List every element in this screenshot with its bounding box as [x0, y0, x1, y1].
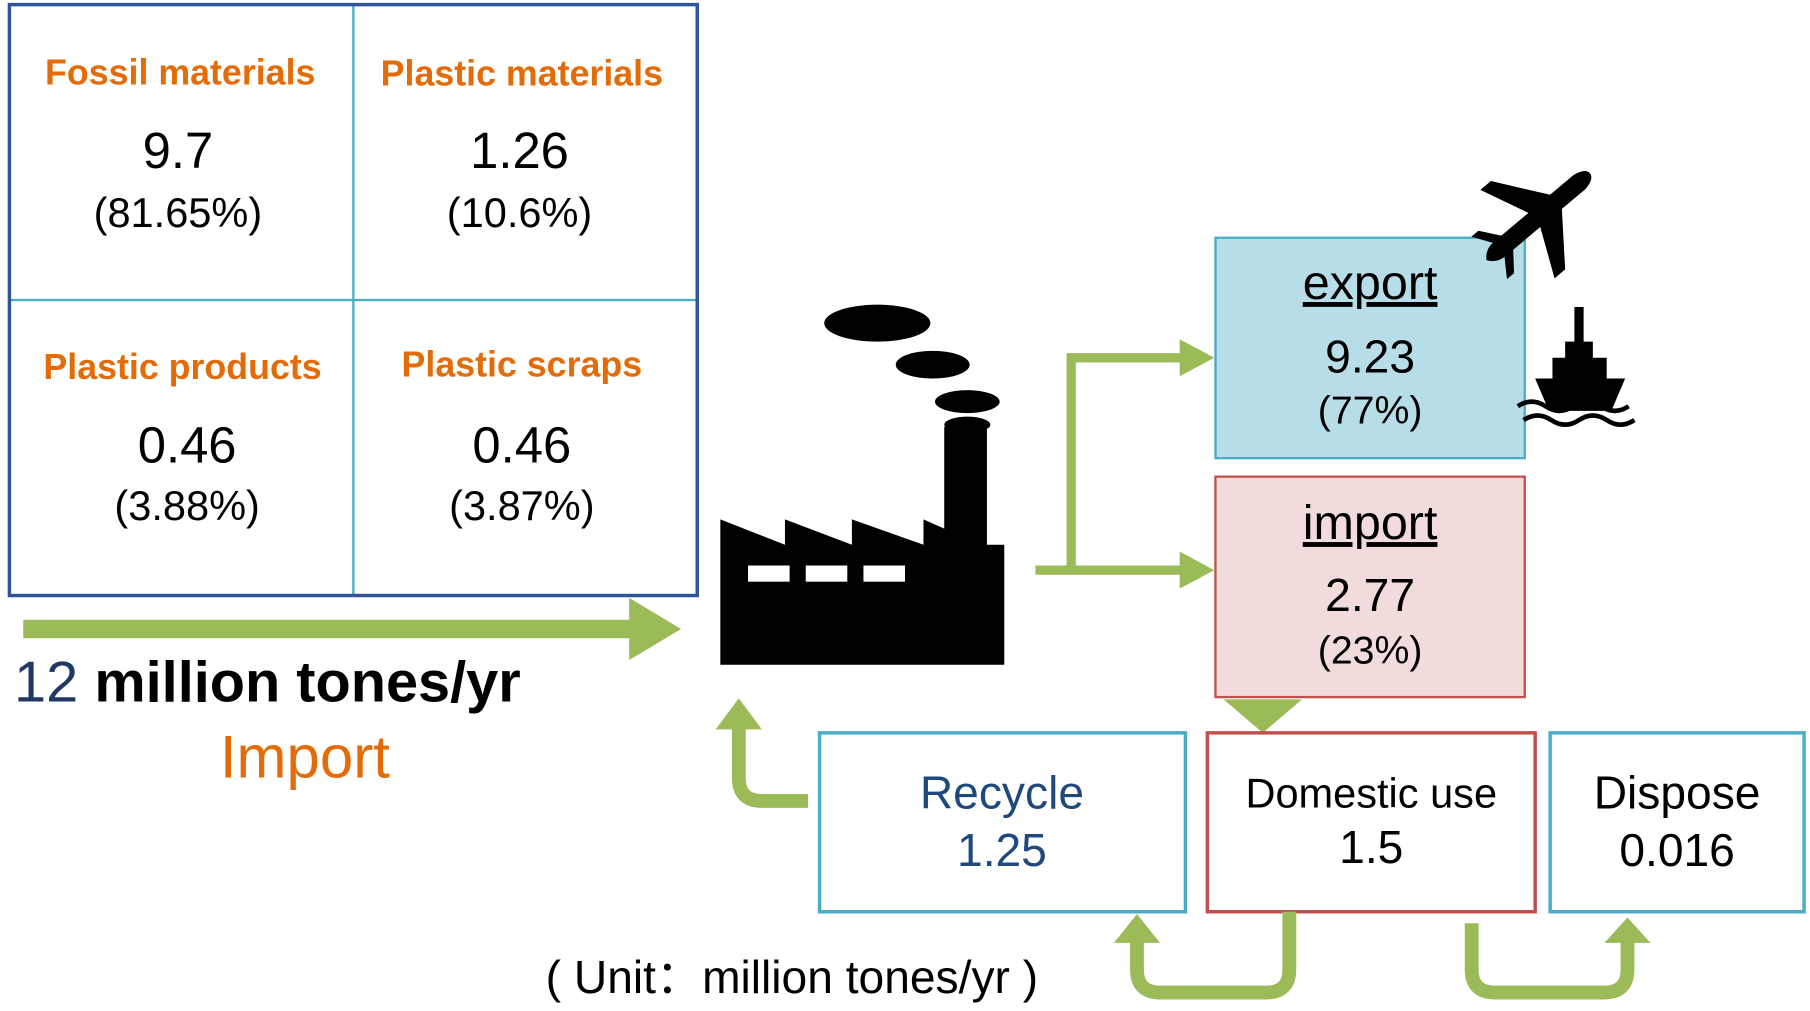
- import-share: (23%): [1318, 629, 1423, 673]
- export-share: (77%): [1318, 389, 1423, 433]
- export-label: export: [1303, 256, 1438, 310]
- dispose-value: 0.016: [1619, 824, 1735, 876]
- total-unit: million tones/yr: [94, 651, 520, 715]
- cell-value: 0.46: [138, 416, 237, 473]
- cell-value: 9.7: [143, 122, 214, 179]
- page: Fossil materials 9.7 (81.65%) Plastic ma…: [0, 0, 1810, 1011]
- cell-label: Plastic scraps: [402, 344, 643, 384]
- arrow-heads: [1180, 339, 1215, 588]
- cell-label: Plastic products: [43, 347, 321, 387]
- cell-share: (81.65%): [94, 189, 263, 236]
- down-arrow: [1224, 699, 1302, 732]
- domestic-label: Domestic use: [1245, 769, 1497, 816]
- cell-value: 0.46: [472, 416, 571, 473]
- split-arrows: [1035, 358, 1183, 570]
- cell-value: 1.26: [470, 122, 569, 179]
- recycle-box: [820, 733, 1186, 912]
- factory-icon: [720, 305, 1004, 665]
- cell-share: (10.6%): [447, 189, 592, 236]
- ship-icon: [1518, 307, 1635, 425]
- cell-label: Plastic materials: [381, 54, 663, 94]
- cell-label: Fossil materials: [45, 52, 315, 92]
- recycle-value: 1.25: [957, 824, 1047, 876]
- domestic-value: 1.5: [1339, 821, 1403, 873]
- dispose-box: [1550, 733, 1804, 912]
- import-box-label: import: [1303, 496, 1438, 550]
- recycle-label: Recycle: [920, 767, 1084, 819]
- import-grid: Fossil materials 9.7 (81.65%) Plastic ma…: [9, 5, 697, 596]
- cell-share: (3.88%): [114, 482, 259, 529]
- diagram: Fossil materials 9.7 (81.65%) Plastic ma…: [0, 0, 1810, 1011]
- export-value: 9.23: [1325, 330, 1415, 382]
- cell-share: (3.87%): [449, 482, 594, 529]
- dispose-label: Dispose: [1594, 767, 1761, 819]
- total-amount: 12: [14, 651, 78, 715]
- import-label: Import: [220, 724, 390, 791]
- unit-note: ( Unit：million tones/yr ): [546, 951, 1038, 1003]
- import-value: 2.77: [1325, 569, 1415, 621]
